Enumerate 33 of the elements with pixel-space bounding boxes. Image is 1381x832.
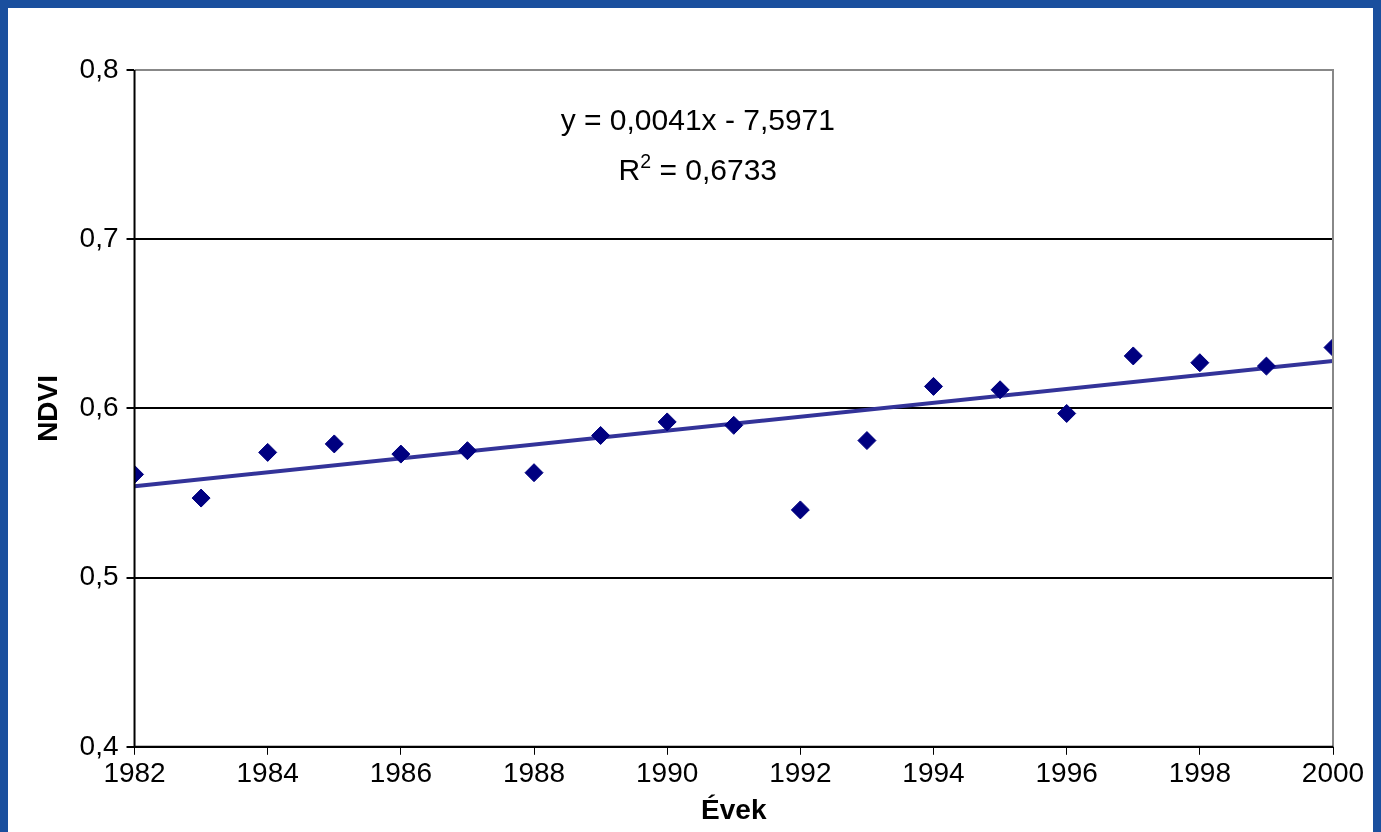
- point: [1057, 403, 1077, 423]
- y-tick-label: 0,8: [79, 52, 119, 84]
- point: [391, 444, 411, 464]
- point: [324, 434, 344, 454]
- x-tick-label: 1998: [1168, 757, 1231, 789]
- point: [258, 442, 278, 462]
- x-tick-label: 1986: [369, 757, 432, 789]
- point: [457, 441, 477, 461]
- x-tick-label: 1988: [502, 757, 566, 789]
- x-axis-title: Évek: [701, 793, 767, 825]
- point: [857, 431, 877, 451]
- point: [790, 500, 810, 520]
- y-axis-title: NDVI: [31, 374, 63, 442]
- annotation: y = 0,0041x - 7,5971: [560, 103, 835, 136]
- point: [657, 412, 677, 432]
- point: [724, 415, 744, 435]
- point: [524, 463, 544, 483]
- point: [1190, 353, 1210, 373]
- x-tick-label: 1994: [902, 757, 965, 789]
- point: [990, 380, 1010, 400]
- x-tick-label: 1992: [769, 757, 832, 789]
- x-tick-label: 1984: [236, 757, 299, 789]
- point: [191, 488, 211, 508]
- point: [924, 376, 944, 396]
- x-tick-label: 1996: [1035, 757, 1098, 789]
- x-tick-label: 2000: [1301, 757, 1365, 789]
- x-tick-label: 1990: [636, 757, 699, 789]
- y-tick-label: 0,6: [79, 391, 119, 423]
- y-tick-label: 0,7: [79, 221, 119, 253]
- y-tick-label: 0,5: [79, 560, 119, 592]
- point: [1123, 346, 1143, 366]
- point: [1256, 356, 1276, 376]
- point: [591, 425, 611, 445]
